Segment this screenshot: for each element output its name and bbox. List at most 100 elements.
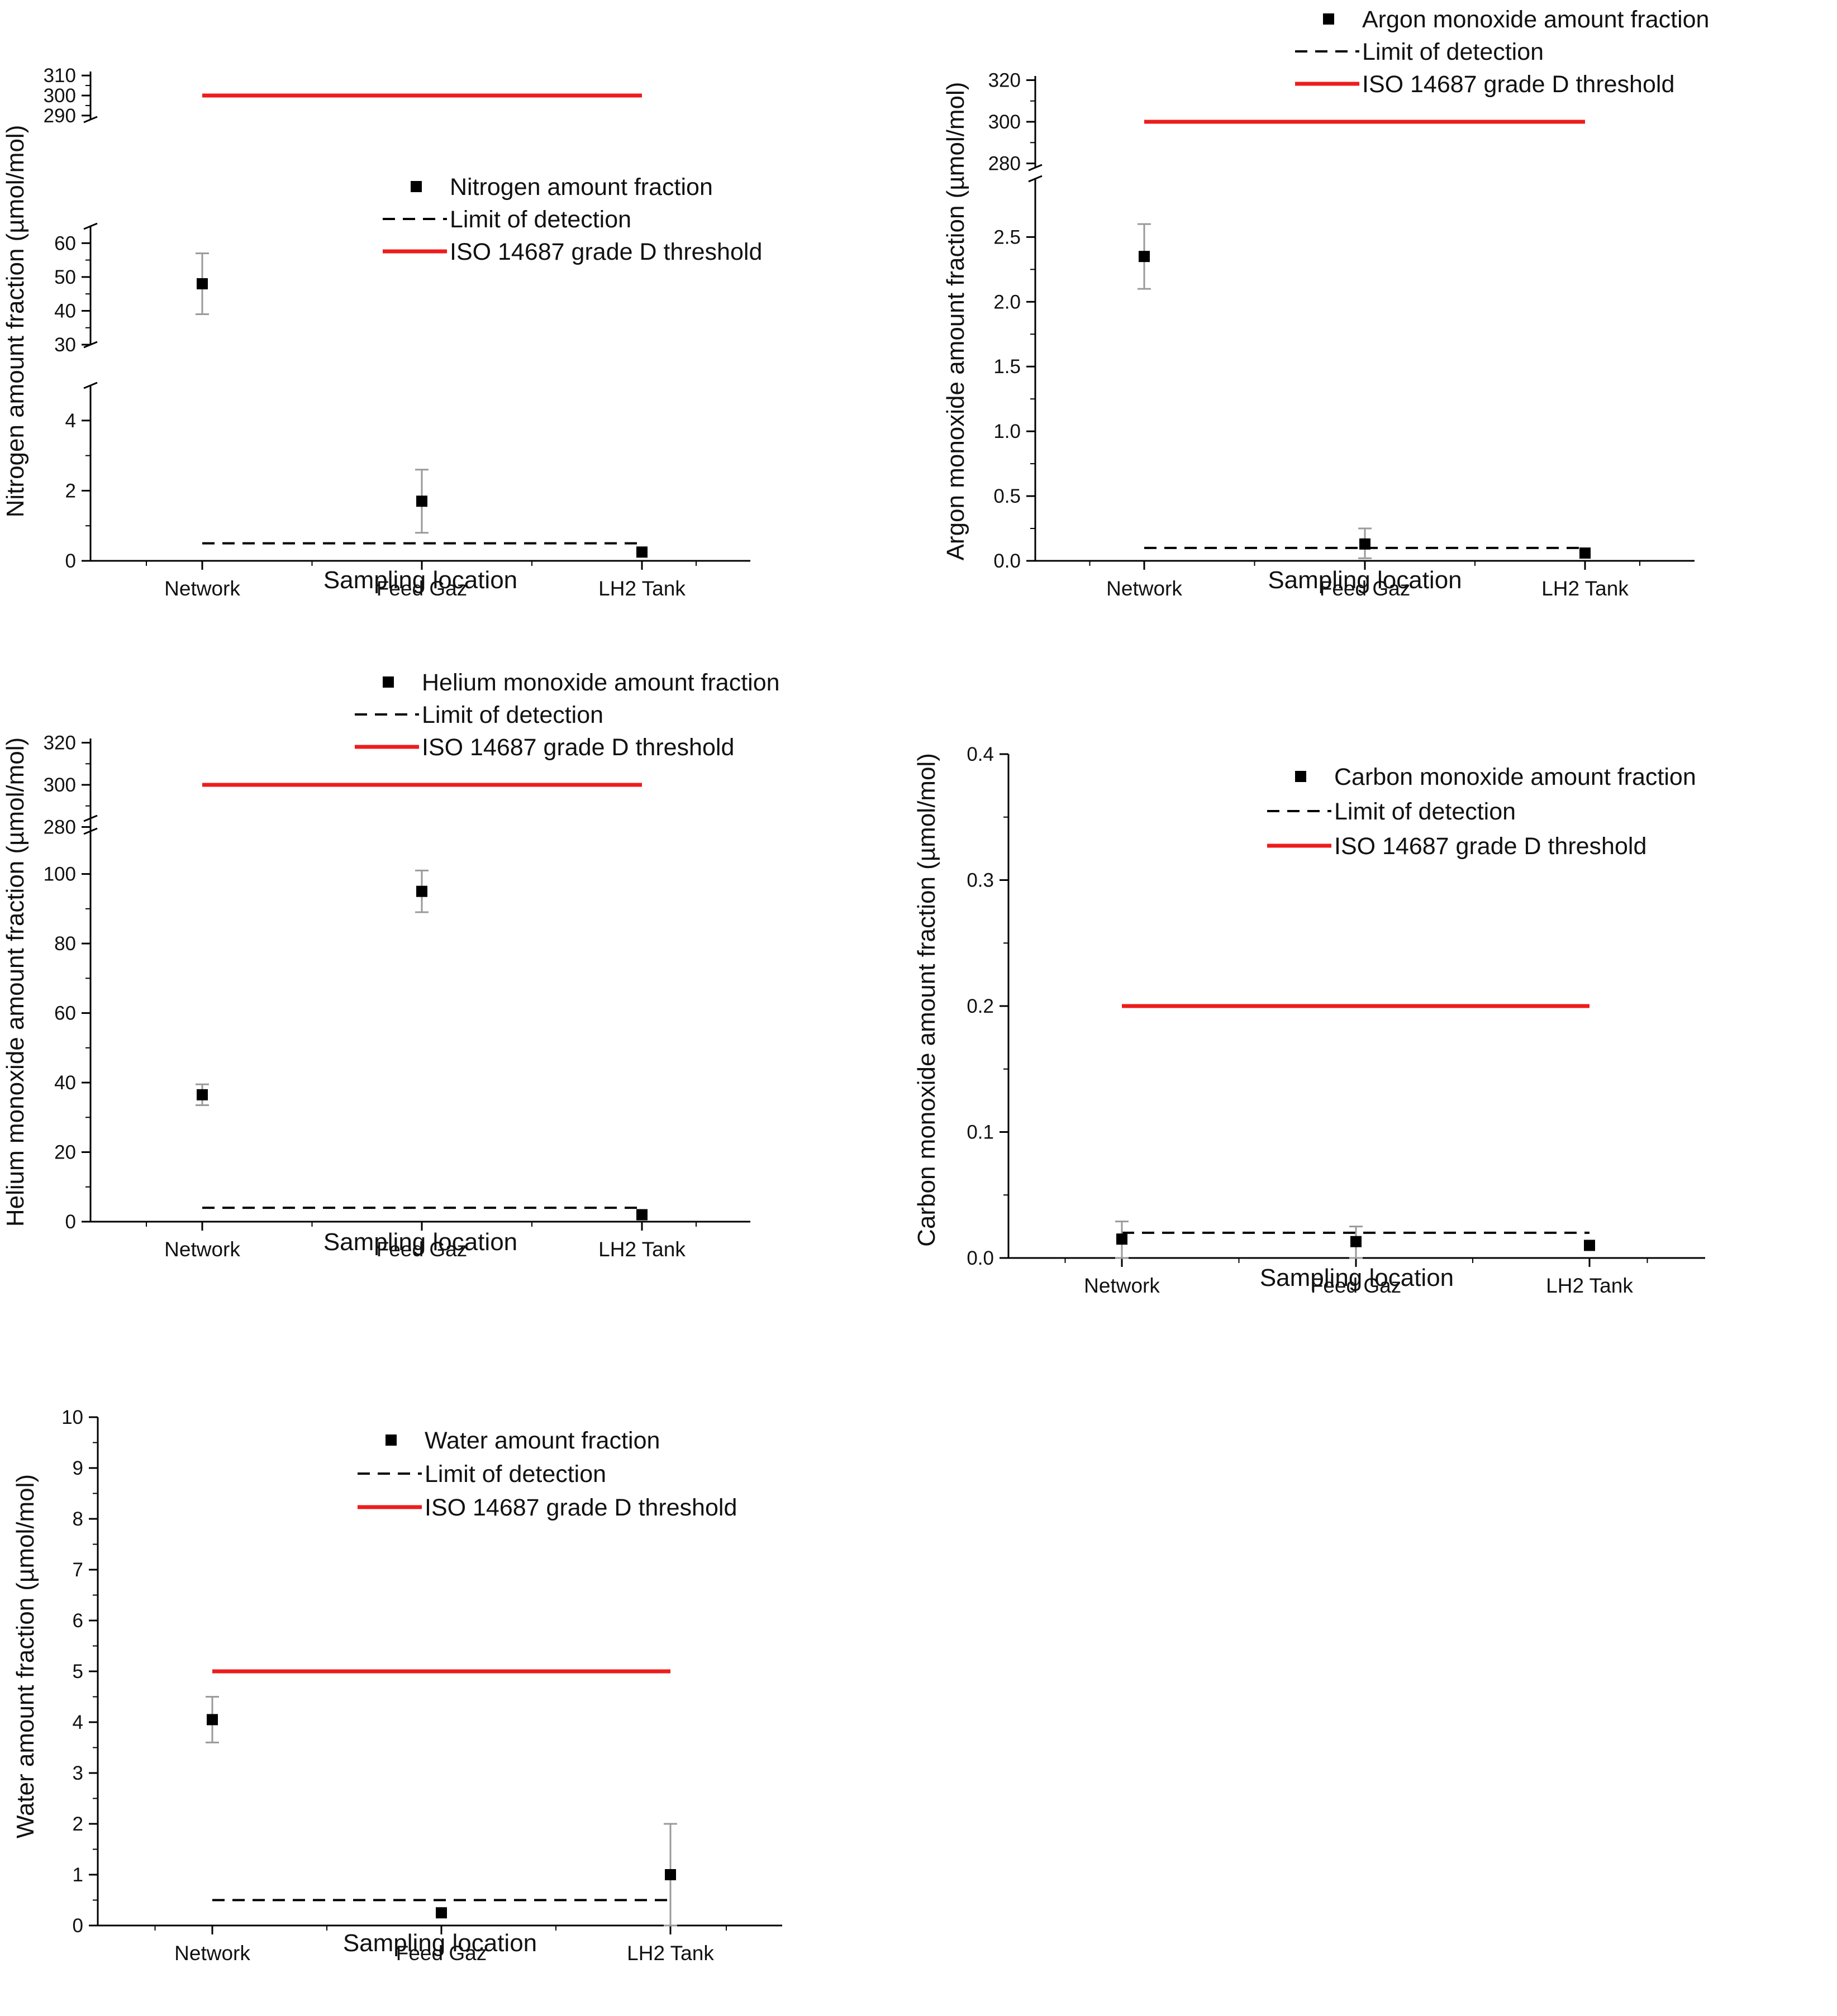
- axis-break-mark: [83, 222, 98, 230]
- y-tick-label: 40: [54, 1072, 76, 1094]
- y-tick-label: 60: [54, 232, 76, 254]
- data-point-lh2-tank: [665, 1869, 676, 1880]
- legend-helium: Helium monoxide amount fraction Limit of …: [355, 669, 780, 761]
- y-axis-carbon: 0.0 0.1 0.2 0.3 0.4: [967, 744, 1010, 1269]
- chart-carbon: 0.0 0.1 0.2 0.3 0.4 Network Feed Gaz LH2 Tank Sa…: [913, 744, 1705, 1297]
- y-tick-label: 6: [73, 1610, 83, 1632]
- y-tick-label: 0.5: [993, 485, 1021, 507]
- data-point-feed-gaz: [1350, 1236, 1362, 1247]
- data-point-lh2-tank: [1584, 1240, 1595, 1251]
- x-tick-label: Feed Gaz: [377, 1238, 467, 1261]
- y-tick-label: 0.0: [967, 1247, 994, 1269]
- legend-threshold-label: ISO 14687 grade D threshold: [422, 734, 734, 761]
- data-point-feed-gaz: [436, 1907, 447, 1919]
- legend-marker-icon: [411, 181, 422, 192]
- x-tick-label: Network: [174, 1942, 250, 1965]
- legend-threshold-label: ISO 14687 grade D threshold: [450, 239, 762, 265]
- legend-series-label: Water amount fraction: [425, 1427, 660, 1454]
- data-point-network: [197, 1089, 208, 1100]
- legend-marker-icon: [386, 1434, 397, 1446]
- x-axis-title: Sampling location: [343, 1929, 537, 1957]
- y-tick-label: 0.4: [967, 744, 994, 765]
- legend-lod-label: Limit of detection: [450, 206, 631, 233]
- y-tick-label: 300: [988, 111, 1021, 133]
- y-tick-label: 8: [73, 1508, 83, 1530]
- legend-carbon: Carbon monoxide amount fraction Limit of …: [1267, 764, 1696, 860]
- y-tick-label: 320: [988, 69, 1021, 91]
- y-tick-label: 10: [61, 1407, 83, 1428]
- y-tick-label: 80: [54, 933, 76, 955]
- y-axis-title: Carbon monoxide amount fraction (µmol/mo…: [913, 753, 940, 1247]
- data-point-lh2-tank: [636, 1209, 648, 1221]
- y-axis-title: Water amount fraction (µmol/mol): [12, 1474, 39, 1838]
- x-axis-title: Sampling location: [323, 566, 517, 594]
- data-point-network: [1139, 251, 1150, 263]
- legend-lod-label: Limit of detection: [425, 1461, 606, 1488]
- y-tick-label: 320: [44, 732, 76, 754]
- y-tick-label: 4: [65, 410, 76, 432]
- y-tick-label: 60: [54, 1003, 76, 1024]
- y-axis-title: Helium monoxide amount fraction (µmol/mo…: [2, 737, 29, 1227]
- x-tick-label: LH2 Tank: [1541, 577, 1629, 600]
- y-tick-label: 20: [54, 1142, 76, 1164]
- y-axis-water: 0 1 2 3 4 5 6 7 8 9 10: [61, 1407, 99, 1937]
- y-tick-label: 2: [65, 480, 76, 502]
- y-tick-label: 310: [44, 65, 76, 87]
- y-axis-argon: 0.0 0.5 1.0 1.5 2.0 2.5 280 300 320: [988, 69, 1043, 572]
- y-tick-label: 0.1: [967, 1122, 994, 1143]
- y-tick-label: 5: [73, 1661, 83, 1683]
- legend-series-label: Helium monoxide amount fraction: [422, 669, 780, 696]
- y-tick-label: 290: [44, 105, 76, 127]
- x-tick-label: Feed Gaz: [377, 577, 467, 600]
- y-tick-label: 300: [44, 85, 76, 107]
- y-tick-label: 3: [73, 1762, 83, 1784]
- y-tick-label: 0.0: [993, 550, 1021, 572]
- y-tick-label: 2.0: [993, 291, 1021, 313]
- y-tick-label: 40: [54, 300, 76, 322]
- y-tick-label: 30: [54, 334, 76, 356]
- legend-lod-label: Limit of detection: [422, 702, 603, 728]
- legend-marker-icon: [383, 676, 394, 688]
- legend-marker-icon: [1295, 771, 1306, 782]
- y-tick-label: 0: [65, 1211, 76, 1233]
- y-tick-label: 300: [44, 774, 76, 796]
- y-tick-label: 0.3: [967, 870, 994, 892]
- legend-nitrogen: Nitrogen amount fraction Limit of detecti…: [383, 174, 762, 265]
- y-tick-label: 2: [73, 1813, 83, 1835]
- data-point-lh2-tank: [636, 546, 648, 558]
- data-point-network: [197, 278, 208, 289]
- chart-argon: 0.0 0.5 1.0 1.5 2.0 2.5 280 300 320 Network Feed G…: [942, 6, 1709, 600]
- axis-break-mark: [83, 382, 98, 389]
- data-point-feed-gaz: [1359, 538, 1370, 550]
- x-tick-label: Feed Gaz: [1320, 577, 1410, 600]
- x-axis-title: Sampling location: [323, 1228, 517, 1256]
- legend-argon: Argon monoxide amount fraction Limit of d…: [1295, 6, 1709, 98]
- x-axis-title: Sampling location: [1260, 1264, 1454, 1291]
- chart-helium: 0 20 40 60 80 100 280 300 320 Network Feed Gaz LH2 …: [2, 669, 780, 1261]
- legend-lod-label: Limit of detection: [1334, 798, 1516, 825]
- x-tick-label: Network: [1106, 577, 1182, 600]
- data-point-network: [1116, 1233, 1127, 1245]
- y-tick-label: 1.0: [993, 421, 1021, 442]
- legend-marker-icon: [1323, 13, 1334, 25]
- y-axis-title: Nitrogen amount fraction (µmol/mol): [2, 125, 29, 518]
- x-tick-label: Network: [164, 577, 240, 600]
- legend-threshold-label: ISO 14687 grade D threshold: [425, 1494, 737, 1521]
- legend-series-label: Carbon monoxide amount fraction: [1334, 764, 1696, 790]
- x-tick-label: LH2 Tank: [598, 577, 686, 600]
- legend-water: Water amount fraction Limit of detection I…: [358, 1427, 737, 1521]
- y-tick-label: 280: [44, 816, 76, 838]
- x-tick-label: Network: [164, 1238, 240, 1261]
- y-tick-label: 9: [73, 1457, 83, 1479]
- y-tick-label: 7: [73, 1559, 83, 1581]
- y-tick-label: 100: [44, 864, 76, 885]
- legend-series-label: Nitrogen amount fraction: [450, 174, 713, 201]
- data-point-feed-gaz: [416, 495, 427, 507]
- x-tick-label: LH2 Tank: [627, 1942, 714, 1965]
- legend-series-label: Argon monoxide amount fraction: [1362, 6, 1709, 33]
- y-axis-helium: 0 20 40 60 80 100 280 300 320: [44, 732, 98, 1233]
- axis-break-mark: [1028, 175, 1043, 183]
